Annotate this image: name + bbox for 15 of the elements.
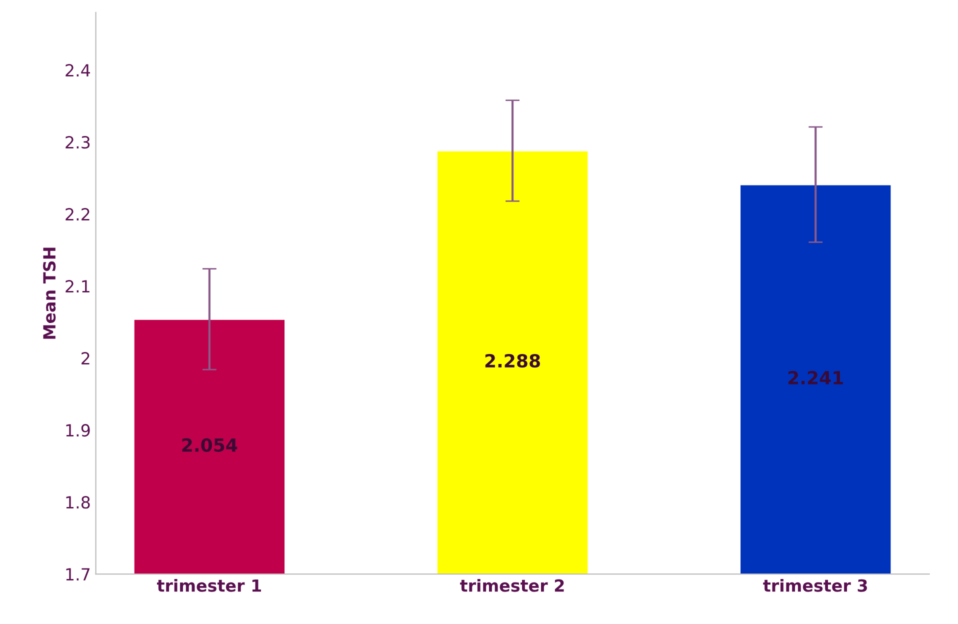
y-tick-label: 1.7: [66, 568, 90, 580]
y-tick-label: 1.9: [66, 424, 90, 437]
x-tick-label: trimester 1: [156, 578, 261, 592]
y-tick-label: 2.4: [66, 64, 90, 76]
y-tick-label: 2.2: [66, 208, 90, 220]
y-tick-label: 2.3: [66, 136, 90, 149]
y-tick-label: 2: [82, 352, 90, 364]
data-label: 2.288: [485, 354, 540, 368]
data-label: 2.054: [182, 438, 238, 452]
data-label: 2.241: [788, 370, 843, 384]
x-tick-label: trimester 2: [460, 578, 564, 592]
y-axis-title: Mean TSH: [43, 248, 56, 339]
y-tick-label: 1.8: [66, 496, 90, 509]
x-tick-label: trimester 3: [763, 578, 867, 592]
y-tick-label: 2.1: [66, 280, 90, 292]
